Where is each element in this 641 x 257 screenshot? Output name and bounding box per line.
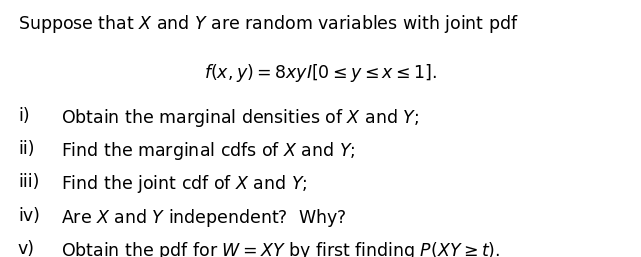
Text: Obtain the marginal densities of $X$ and $Y$;: Obtain the marginal densities of $X$ and… — [61, 107, 419, 129]
Text: i): i) — [18, 107, 29, 125]
Text: iii): iii) — [18, 173, 39, 191]
Text: Find the joint cdf of $X$ and $Y$;: Find the joint cdf of $X$ and $Y$; — [61, 173, 308, 196]
Text: $f(x, y) = 8xyI[0 \leq y \leq x \leq 1].$: $f(x, y) = 8xyI[0 \leq y \leq x \leq 1].… — [204, 62, 437, 84]
Text: Are $X$ and $Y$ independent?  Why?: Are $X$ and $Y$ independent? Why? — [61, 207, 346, 229]
Text: Obtain the pdf for $W = XY$ by first finding $P(XY \geq t)$.: Obtain the pdf for $W = XY$ by first fin… — [61, 240, 500, 257]
Text: iv): iv) — [18, 207, 40, 225]
Text: v): v) — [18, 240, 35, 257]
Text: Suppose that $X$ and $Y$ are random variables with joint pdf: Suppose that $X$ and $Y$ are random vari… — [18, 13, 519, 35]
Text: Find the marginal cdfs of $X$ and $Y$;: Find the marginal cdfs of $X$ and $Y$; — [61, 140, 356, 162]
Text: ii): ii) — [18, 140, 35, 158]
